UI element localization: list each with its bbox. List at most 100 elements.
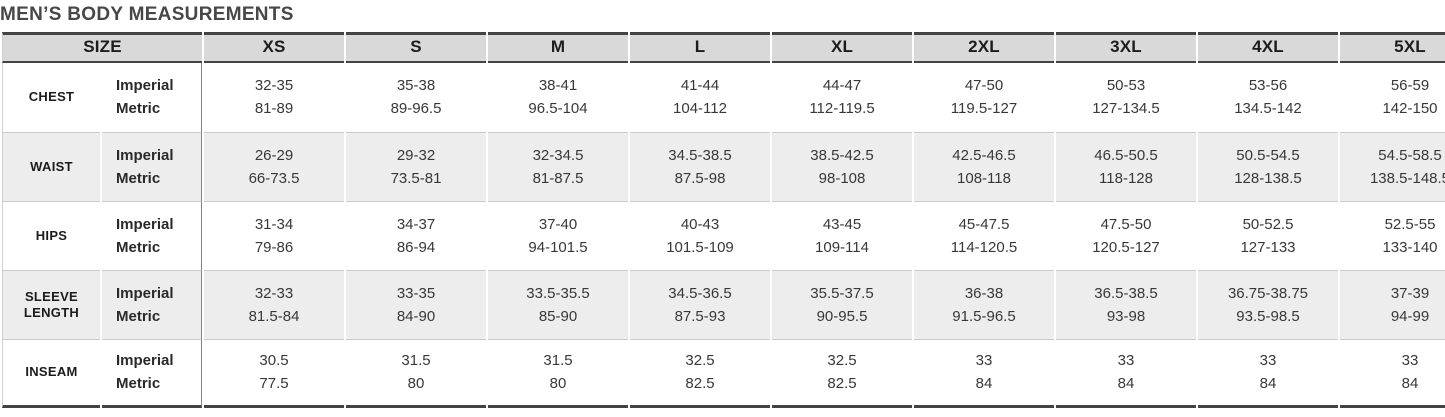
imperial-value: 30.5 xyxy=(259,352,289,370)
cell-chest-3xl: 50-53 127-134.5 xyxy=(1056,62,1196,132)
imperial-label: Imperial xyxy=(116,284,174,302)
imperial-value: 35.5-37.5 xyxy=(810,284,874,302)
imperial-value: 38-41 xyxy=(538,77,578,95)
cell-sleeve-length-xl: 35.5-37.5 90-95.5 xyxy=(772,269,912,339)
unit-labels-cell: Imperial Metric xyxy=(102,269,202,339)
cell-waist-l: 34.5-38.5 87.5-98 xyxy=(630,131,770,201)
cell-sleeve-length-3xl: 36.5-38.5 93-98 xyxy=(1056,269,1196,339)
imperial-value: 32.5 xyxy=(827,352,857,370)
cell-sleeve-length-m: 33.5-35.5 85-90 xyxy=(488,269,628,339)
metric-value: 120.5-127 xyxy=(1092,238,1160,256)
metric-value: 90-95.5 xyxy=(816,307,868,325)
cell-inseam-3xl: 33 84 xyxy=(1056,338,1196,408)
cell-chest-4xl: 53-56 134.5-142 xyxy=(1198,62,1338,132)
imperial-value: 31-34 xyxy=(254,215,294,233)
imperial-value: 50.5-54.5 xyxy=(1236,146,1300,164)
cell-hips-l: 40-43 101.5-109 xyxy=(630,200,770,270)
imperial-value: 31.5 xyxy=(543,352,573,370)
column-header-s: S xyxy=(346,31,486,63)
cell-sleeve-length-s: 33-35 84-90 xyxy=(346,269,486,339)
cell-waist-xl: 38.5-42.5 98-108 xyxy=(772,131,912,201)
metric-label: Metric xyxy=(116,375,161,393)
cell-hips-4xl: 50-52.5 127-133 xyxy=(1198,200,1338,270)
cell-sleeve-length-2xl: 36-38 91.5-96.5 xyxy=(914,269,1054,339)
row-label-inseam: INSEAM xyxy=(2,338,100,408)
column-header-l: L xyxy=(630,31,770,63)
metric-value: 127-133 xyxy=(1240,238,1296,256)
imperial-value: 38.5-42.5 xyxy=(810,146,874,164)
column-header-xs: XS xyxy=(204,31,344,63)
metric-value: 81.5-84 xyxy=(248,307,300,325)
cell-hips-m: 37-40 94-101.5 xyxy=(488,200,628,270)
unit-labels-cell: Imperial Metric xyxy=(102,200,202,270)
metric-value: 84 xyxy=(975,375,993,393)
metric-label: Metric xyxy=(116,307,161,325)
metric-value: 79-86 xyxy=(254,238,294,256)
metric-value: 73.5-81 xyxy=(390,169,442,187)
column-header-2xl: 2XL xyxy=(914,31,1054,63)
imperial-value: 31.5 xyxy=(401,352,431,370)
metric-value: 84 xyxy=(1259,375,1277,393)
metric-value: 112-119.5 xyxy=(809,100,875,118)
cell-hips-2xl: 45-47.5 114-120.5 xyxy=(914,200,1054,270)
imperial-label: Imperial xyxy=(116,77,174,95)
imperial-value: 37-40 xyxy=(538,215,578,233)
column-header-m: M xyxy=(488,31,628,63)
imperial-label: Imperial xyxy=(116,215,174,233)
metric-value: 128-138.5 xyxy=(1234,169,1302,187)
metric-value: 66-73.5 xyxy=(248,169,300,187)
cell-waist-4xl: 50.5-54.5 128-138.5 xyxy=(1198,131,1338,201)
metric-value: 127-134.5 xyxy=(1092,100,1160,118)
table-row-waist: WAIST Imperial Metric 26-29 66-73.5 29-32… xyxy=(2,131,1445,201)
unit-labels-cell: Imperial Metric xyxy=(102,62,202,132)
metric-label: Metric xyxy=(116,100,161,118)
cell-chest-xs: 32-35 81-89 xyxy=(204,62,344,132)
row-label-waist: WAIST xyxy=(2,131,100,201)
row-label-hips: HIPS xyxy=(2,200,100,270)
imperial-value: 41-44 xyxy=(680,77,720,95)
cell-inseam-2xl: 33 84 xyxy=(914,338,1054,408)
imperial-value: 56-59 xyxy=(1390,77,1430,95)
cell-inseam-4xl: 33 84 xyxy=(1198,338,1338,408)
cell-hips-xs: 31-34 79-86 xyxy=(204,200,344,270)
cell-chest-s: 35-38 89-96.5 xyxy=(346,62,486,132)
unit-labels-cell: Imperial Metric xyxy=(102,338,202,408)
column-header-xl: XL xyxy=(772,31,912,63)
imperial-label: Imperial xyxy=(116,146,174,164)
cell-waist-2xl: 42.5-46.5 108-118 xyxy=(914,131,1054,201)
cell-inseam-5xl: 33 84 xyxy=(1340,338,1445,408)
imperial-value: 33-35 xyxy=(396,284,436,302)
row-label-sleeve-length: SLEEVE LENGTH xyxy=(2,269,100,339)
table-row-sleeve-length: SLEEVE LENGTH Imperial Metric 32-33 81.5-… xyxy=(2,269,1445,339)
column-header-5xl: 5XL xyxy=(1340,31,1445,63)
cell-inseam-xs: 30.5 77.5 xyxy=(204,338,344,408)
table-row-inseam: INSEAM Imperial Metric 30.5 77.5 31.5 80 3… xyxy=(2,338,1445,408)
imperial-value: 53-56 xyxy=(1248,77,1288,95)
imperial-value: 26-29 xyxy=(254,146,294,164)
metric-value: 108-118 xyxy=(957,169,1011,187)
imperial-value: 37-39 xyxy=(1390,284,1430,302)
cell-waist-xs: 26-29 66-73.5 xyxy=(204,131,344,201)
cell-sleeve-length-l: 34.5-36.5 87.5-93 xyxy=(630,269,770,339)
measurements-table: SIZE XS S M L XL 2XL 3XL 4XL 5XL CHEST I… xyxy=(0,31,1445,408)
metric-value: 119.5-127 xyxy=(950,100,1018,118)
imperial-value: 40-43 xyxy=(680,215,720,233)
metric-value: 84 xyxy=(1117,375,1135,393)
imperial-value: 36.5-38.5 xyxy=(1094,284,1158,302)
imperial-value: 43-45 xyxy=(822,215,862,233)
imperial-value: 32.5 xyxy=(685,352,715,370)
cell-chest-xl: 44-47 112-119.5 xyxy=(772,62,912,132)
imperial-value: 36-38 xyxy=(964,284,1004,302)
unit-labels-cell: Imperial Metric xyxy=(102,131,202,201)
table-row-hips: HIPS Imperial Metric 31-34 79-86 34-37 86-… xyxy=(2,200,1445,270)
metric-value: 94-99 xyxy=(1390,307,1430,325)
imperial-value: 32-34.5 xyxy=(532,146,584,164)
cell-hips-s: 34-37 86-94 xyxy=(346,200,486,270)
metric-value: 84 xyxy=(1401,375,1419,393)
imperial-value: 34-37 xyxy=(396,215,436,233)
metric-value: 80 xyxy=(407,375,425,393)
metric-value: 87.5-98 xyxy=(674,169,726,187)
cell-inseam-l: 32.5 82.5 xyxy=(630,338,770,408)
metric-value: 98-108 xyxy=(818,169,866,187)
